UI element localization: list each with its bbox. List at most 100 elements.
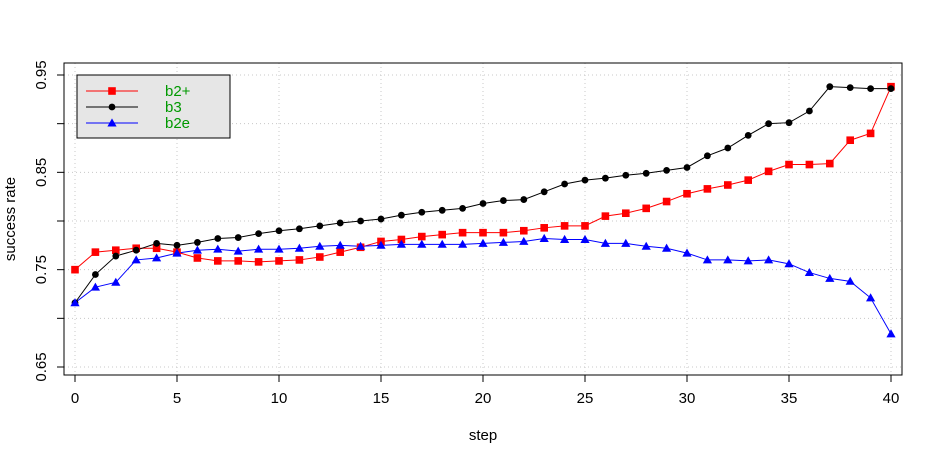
data-point-b2e [294,243,304,252]
data-point-b2e [376,240,386,249]
data-point-b3 [765,120,772,128]
data-point-b2e [213,244,223,253]
data-point-b2e [560,234,570,243]
x-tick-label: 35 [781,390,798,407]
data-point-b2e [539,233,549,242]
data-point-b2+ [112,246,120,254]
data-point-b2+ [214,257,222,265]
legend-label-b2+: b2+ [165,83,191,100]
data-point-b2+ [764,167,773,176]
y-tick-label: 0.85 [33,158,50,187]
legend-label-b3: b3 [165,99,182,116]
data-point-b2+ [662,197,671,206]
data-point-b2e [192,245,202,254]
data-point-b2e [662,243,672,252]
data-point-b2e [274,244,284,253]
data-point-b2+ [846,136,854,145]
legend-label-b2e: b2e [165,115,190,132]
data-point-b2e [152,253,162,262]
data-point-b2+ [193,254,202,262]
data-point-b2e [641,241,651,250]
y-axis-title: success rate [2,177,19,261]
data-point-b3 [744,131,752,139]
data-point-b3 [173,241,181,249]
data-point-b2e [621,238,631,247]
data-point-b2+ [254,258,263,266]
data-point-b3 [234,234,242,241]
data-point-b2e [600,238,610,247]
data-point-b3 [663,166,670,174]
y-axis: 0.65 0.75 0.85 0.95 [33,60,64,382]
legend-marker-b2+ [108,87,116,95]
data-point-b2e [764,255,774,264]
x-tick-label: 40 [883,390,900,407]
data-point-b2+ [601,212,610,220]
series-markers [70,82,896,338]
data-point-b2e [519,236,529,245]
data-point-b2e [131,255,141,264]
data-point-b2e [417,239,427,248]
data-point-b3 [724,144,732,152]
data-point-b3 [418,208,426,216]
data-point-b2e [580,234,590,243]
legend-marker-b2e [107,118,117,127]
data-point-b2+ [418,232,426,241]
data-point-b2e [845,276,855,285]
data-point-b2+ [397,235,406,244]
data-point-b2e [682,248,692,257]
data-point-b2e [743,256,753,265]
y-tick-label: 0.65 [33,352,50,381]
data-point-b3 [255,230,262,238]
data-point-b2+ [826,159,834,168]
data-point-b2+ [520,226,528,235]
x-tick-label: 15 [373,390,390,407]
data-point-b2e [254,244,264,253]
data-point-b2+ [91,248,100,256]
data-point-b3 [214,235,222,242]
x-tick-label: 5 [173,390,181,407]
data-point-b3 [377,215,385,223]
data-point-b3 [826,83,834,91]
data-point-b2+ [458,228,467,237]
data-point-b2+ [866,129,875,138]
data-point-b2+ [622,209,630,218]
y-tick-label: 0.95 [33,60,50,89]
data-point-b2e [886,329,896,338]
data-point-b2+ [683,189,691,198]
data-point-b2e [396,239,406,248]
data-point-b3 [112,252,120,260]
data-point-b3 [398,211,405,219]
data-point-b2+ [703,185,712,193]
data-point-b2e [315,241,325,250]
data-point-b3 [92,271,99,278]
data-point-b2+ [581,222,589,230]
data-point-b3 [316,222,324,230]
data-point-b3 [887,85,895,93]
x-tick-label: 20 [475,390,492,407]
x-tick-label: 30 [679,390,696,407]
data-point-b3 [622,171,630,179]
data-point-b3 [785,119,793,127]
data-point-b2+ [71,265,79,274]
data-point-b3 [581,176,589,184]
data-point-b3 [520,196,528,203]
data-point-b3 [438,206,446,214]
data-point-b2+ [295,256,304,264]
data-point-b2e [866,293,876,302]
x-tick-label: 25 [577,390,594,407]
data-point-b3 [194,239,201,246]
data-point-b3 [540,188,548,196]
data-point-b2+ [234,257,242,265]
data-point-b2+ [316,253,324,261]
data-point-b3 [357,217,364,225]
data-point-b3 [296,225,303,233]
data-point-b2e [458,239,468,248]
data-point-b3 [561,180,568,188]
data-point-b2e [702,255,712,264]
data-point-b2e [804,267,814,277]
data-point-b3 [846,84,854,92]
data-point-b3 [500,197,507,204]
data-point-b2+ [275,257,283,265]
